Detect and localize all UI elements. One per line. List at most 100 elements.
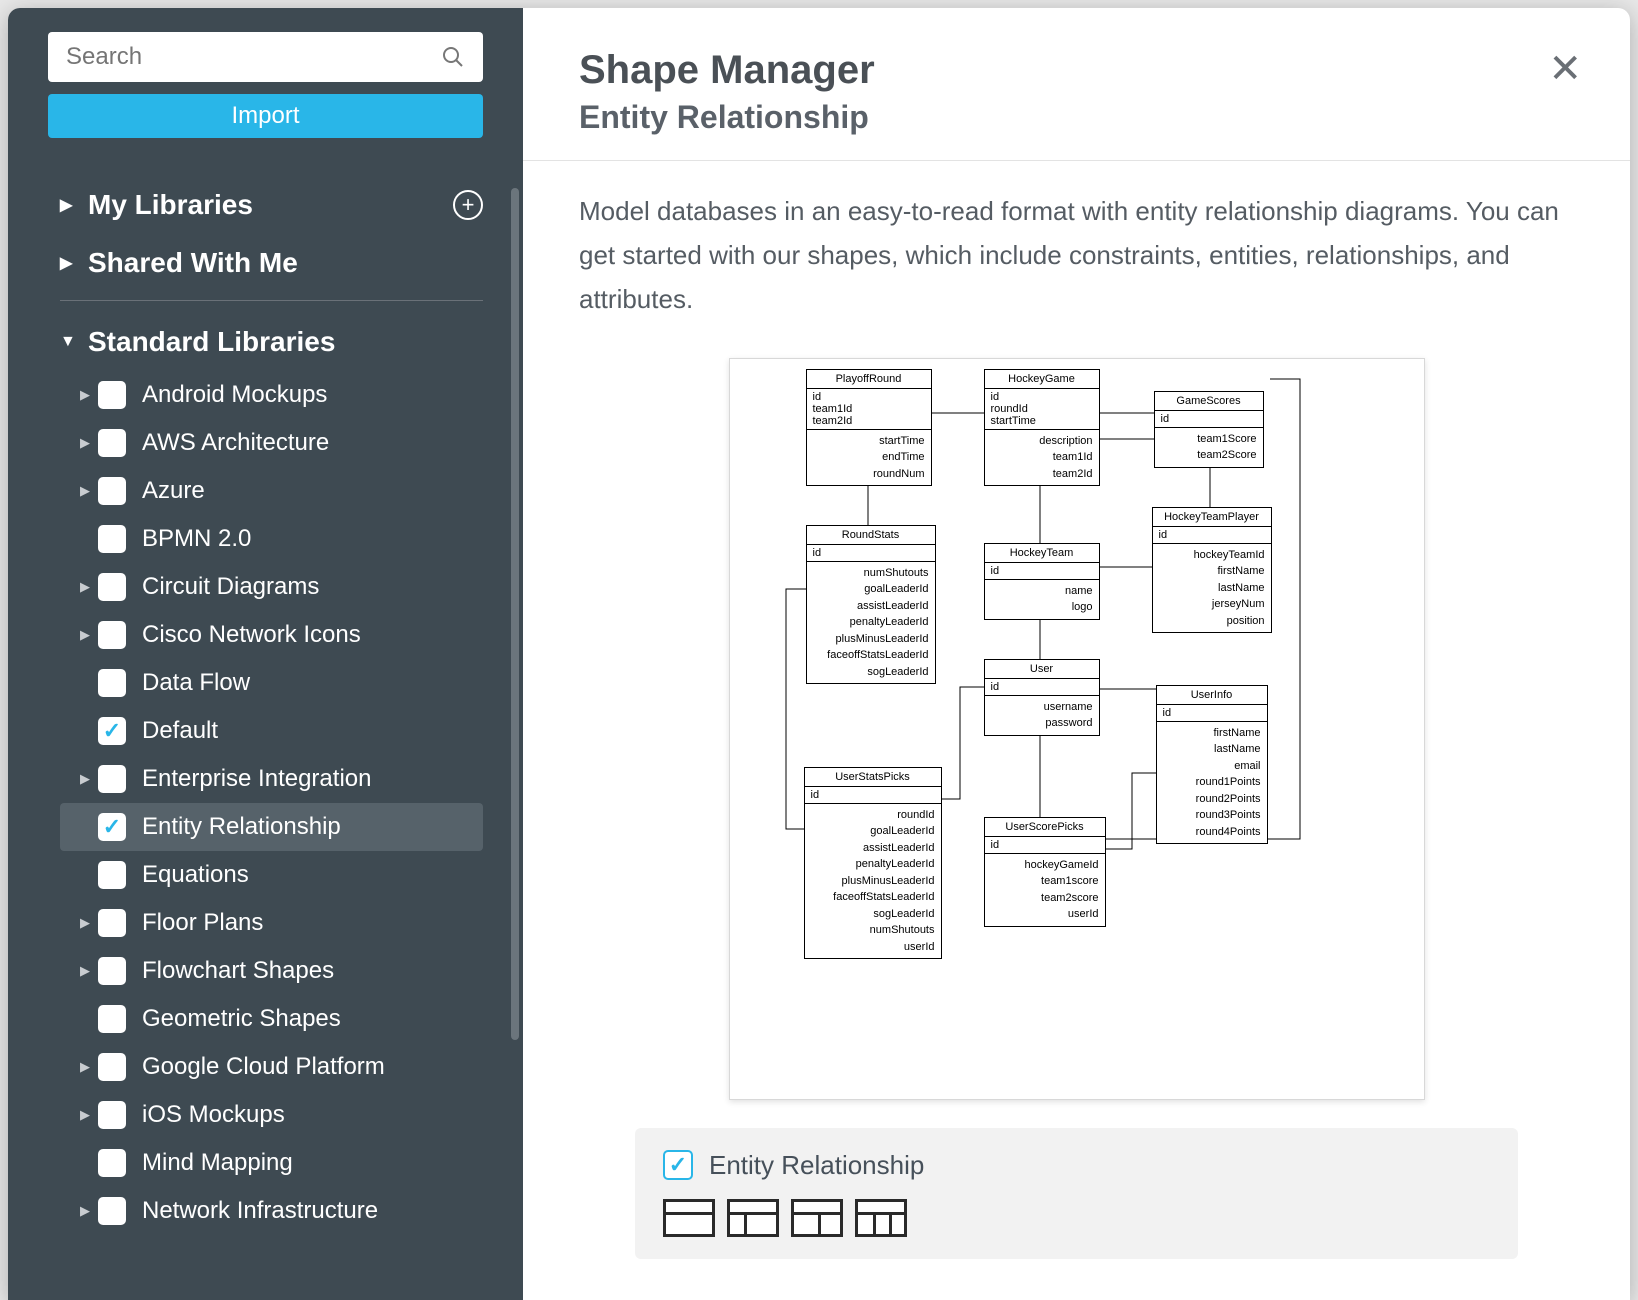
library-item[interactable]: BPMN 2.0 (60, 515, 483, 563)
library-label: Default (142, 717, 218, 745)
section-standard-libraries[interactable]: ▼ Standard Libraries (60, 313, 483, 371)
chevron-right-icon: ▶ (80, 915, 98, 931)
library-checkbox[interactable] (98, 381, 126, 409)
entity-shape-icon[interactable] (791, 1199, 843, 1237)
section-label: Standard Libraries (88, 326, 335, 358)
library-checkbox[interactable] (98, 1101, 126, 1129)
import-button[interactable]: Import (48, 94, 483, 138)
library-label: Geometric Shapes (142, 1005, 341, 1033)
library-label: iOS Mockups (142, 1101, 285, 1129)
main-header: Shape Manager Entity Relationship (523, 8, 1630, 161)
library-checkbox[interactable] (98, 573, 126, 601)
chevron-right-icon: ▶ (80, 387, 98, 403)
library-item[interactable]: ▶ iOS Mockups (60, 1091, 483, 1139)
sidebar: Import ▶ My Libraries + ▶ Shared With Me… (8, 8, 523, 1300)
library-checkbox[interactable] (98, 1053, 126, 1081)
shape-manager-modal: Import ▶ My Libraries + ▶ Shared With Me… (8, 8, 1630, 1300)
library-checkbox[interactable] (98, 1197, 126, 1225)
library-label: Equations (142, 861, 249, 889)
library-list: ▶Android Mockups▶AWS Architecture▶AzureB… (60, 371, 483, 1235)
library-item[interactable]: ▶ Floor Plans (60, 899, 483, 947)
entity-shape-icon[interactable] (855, 1199, 907, 1237)
library-item[interactable]: ▶Enterprise Integration (60, 755, 483, 803)
entity-box: HockeyTeamidnamelogo (984, 543, 1100, 620)
chevron-right-icon: ▶ (80, 579, 98, 595)
library-label: Entity Relationship (142, 813, 341, 841)
library-label: Floor Plans (142, 909, 263, 937)
entity-box: PlayoffRoundidteam1Idteam2IdstartTimeend… (806, 369, 932, 487)
entity-shape-icon[interactable] (727, 1199, 779, 1237)
close-icon[interactable]: ✕ (1548, 46, 1582, 92)
library-label: Azure (142, 477, 205, 505)
section-my-libraries[interactable]: ▶ My Libraries + (60, 176, 483, 234)
library-checkbox[interactable] (98, 1149, 126, 1177)
library-item[interactable]: ▶ AWS Architecture (60, 419, 483, 467)
search-input[interactable] (66, 43, 441, 71)
library-item[interactable]: ▶Cisco Network Icons (60, 611, 483, 659)
divider (60, 300, 483, 301)
section-label: Shared With Me (88, 247, 298, 279)
library-checkbox[interactable] (98, 909, 126, 937)
library-checkbox[interactable] (98, 1005, 126, 1033)
entity-relationship-checkbox[interactable] (663, 1150, 693, 1180)
library-label: Flowchart Shapes (142, 957, 334, 985)
library-item[interactable]: ▶Flowchart Shapes (60, 947, 483, 995)
library-item[interactable]: ▶Azure (60, 467, 483, 515)
footer-label: Entity Relationship (709, 1150, 924, 1181)
library-checkbox[interactable] (98, 957, 126, 985)
page-subtitle: Entity Relationship (579, 99, 1574, 136)
add-library-icon[interactable]: + (453, 190, 483, 220)
library-label: AWS Architecture (142, 429, 329, 457)
library-checkbox[interactable] (98, 813, 126, 841)
entity-box: UserInfoidfirstNamelastNameemailround1Po… (1156, 685, 1268, 845)
section-shared-with-me[interactable]: ▶ Shared With Me (60, 234, 483, 292)
library-checkbox[interactable] (98, 621, 126, 649)
library-item[interactable]: Default (60, 707, 483, 755)
library-checkbox[interactable] (98, 429, 126, 457)
library-item[interactable]: ▶ Android Mockups (60, 371, 483, 419)
chevron-right-icon: ▶ (80, 1059, 98, 1075)
description-text: Model databases in an easy-to-read forma… (579, 189, 1574, 322)
library-item[interactable]: ▶ Google Cloud Platform (60, 1043, 483, 1091)
diagram-preview: PlayoffRoundidteam1Idteam2IdstartTimeend… (729, 358, 1425, 1100)
library-item[interactable]: ▶ Network Infrastructure (60, 1187, 483, 1235)
entity-box: UserStatsPicksidroundIdgoalLeaderIdassis… (804, 767, 942, 960)
search-icon (441, 45, 465, 69)
library-label: Google Cloud Platform (142, 1053, 385, 1081)
search-box[interactable] (48, 32, 483, 82)
chevron-right-icon: ▶ (60, 253, 76, 273)
entity-box: UserScorePicksidhockeyGameIdteam1scorete… (984, 817, 1106, 927)
library-checkbox[interactable] (98, 669, 126, 697)
library-label: BPMN 2.0 (142, 525, 251, 553)
entity-box: Useridusernamepassword (984, 659, 1100, 736)
library-label: Network Infrastructure (142, 1197, 378, 1225)
footer-check-row[interactable]: Entity Relationship (663, 1150, 1490, 1181)
scrollbar[interactable] (511, 188, 519, 1040)
entity-shape-icon[interactable] (663, 1199, 715, 1237)
library-tree: ▶ My Libraries + ▶ Shared With Me ▼ Stan… (8, 150, 523, 1300)
library-checkbox[interactable] (98, 717, 126, 745)
library-item[interactable]: ▶Circuit Diagrams (60, 563, 483, 611)
library-item[interactable]: Geometric Shapes (60, 995, 483, 1043)
library-label: Cisco Network Icons (142, 621, 361, 649)
entity-box: HockeyTeamPlayeridhockeyTeamIdfirstNamel… (1152, 507, 1272, 634)
er-diagram: PlayoffRoundidteam1Idteam2IdstartTimeend… (740, 369, 1416, 1089)
library-checkbox[interactable] (98, 861, 126, 889)
sidebar-top: Import (8, 8, 523, 150)
library-checkbox[interactable] (98, 525, 126, 553)
chevron-right-icon: ▶ (80, 1203, 98, 1219)
main-panel: ✕ Shape Manager Entity Relationship Mode… (523, 8, 1630, 1300)
library-label: Android Mockups (142, 381, 327, 409)
chevron-right-icon: ▶ (80, 435, 98, 451)
library-item[interactable]: Entity Relationship (60, 803, 483, 851)
section-label: My Libraries (88, 189, 253, 221)
entity-box: GameScoresidteam1Scoreteam2Score (1154, 391, 1264, 468)
library-checkbox[interactable] (98, 477, 126, 505)
chevron-right-icon: ▶ (80, 1107, 98, 1123)
library-item[interactable]: Data Flow (60, 659, 483, 707)
library-item[interactable]: Mind Mapping (60, 1139, 483, 1187)
library-label: Data Flow (142, 669, 250, 697)
library-checkbox[interactable] (98, 765, 126, 793)
library-item[interactable]: Equations (60, 851, 483, 899)
entity-box: HockeyGameidroundIdstartTimedescriptiont… (984, 369, 1100, 487)
